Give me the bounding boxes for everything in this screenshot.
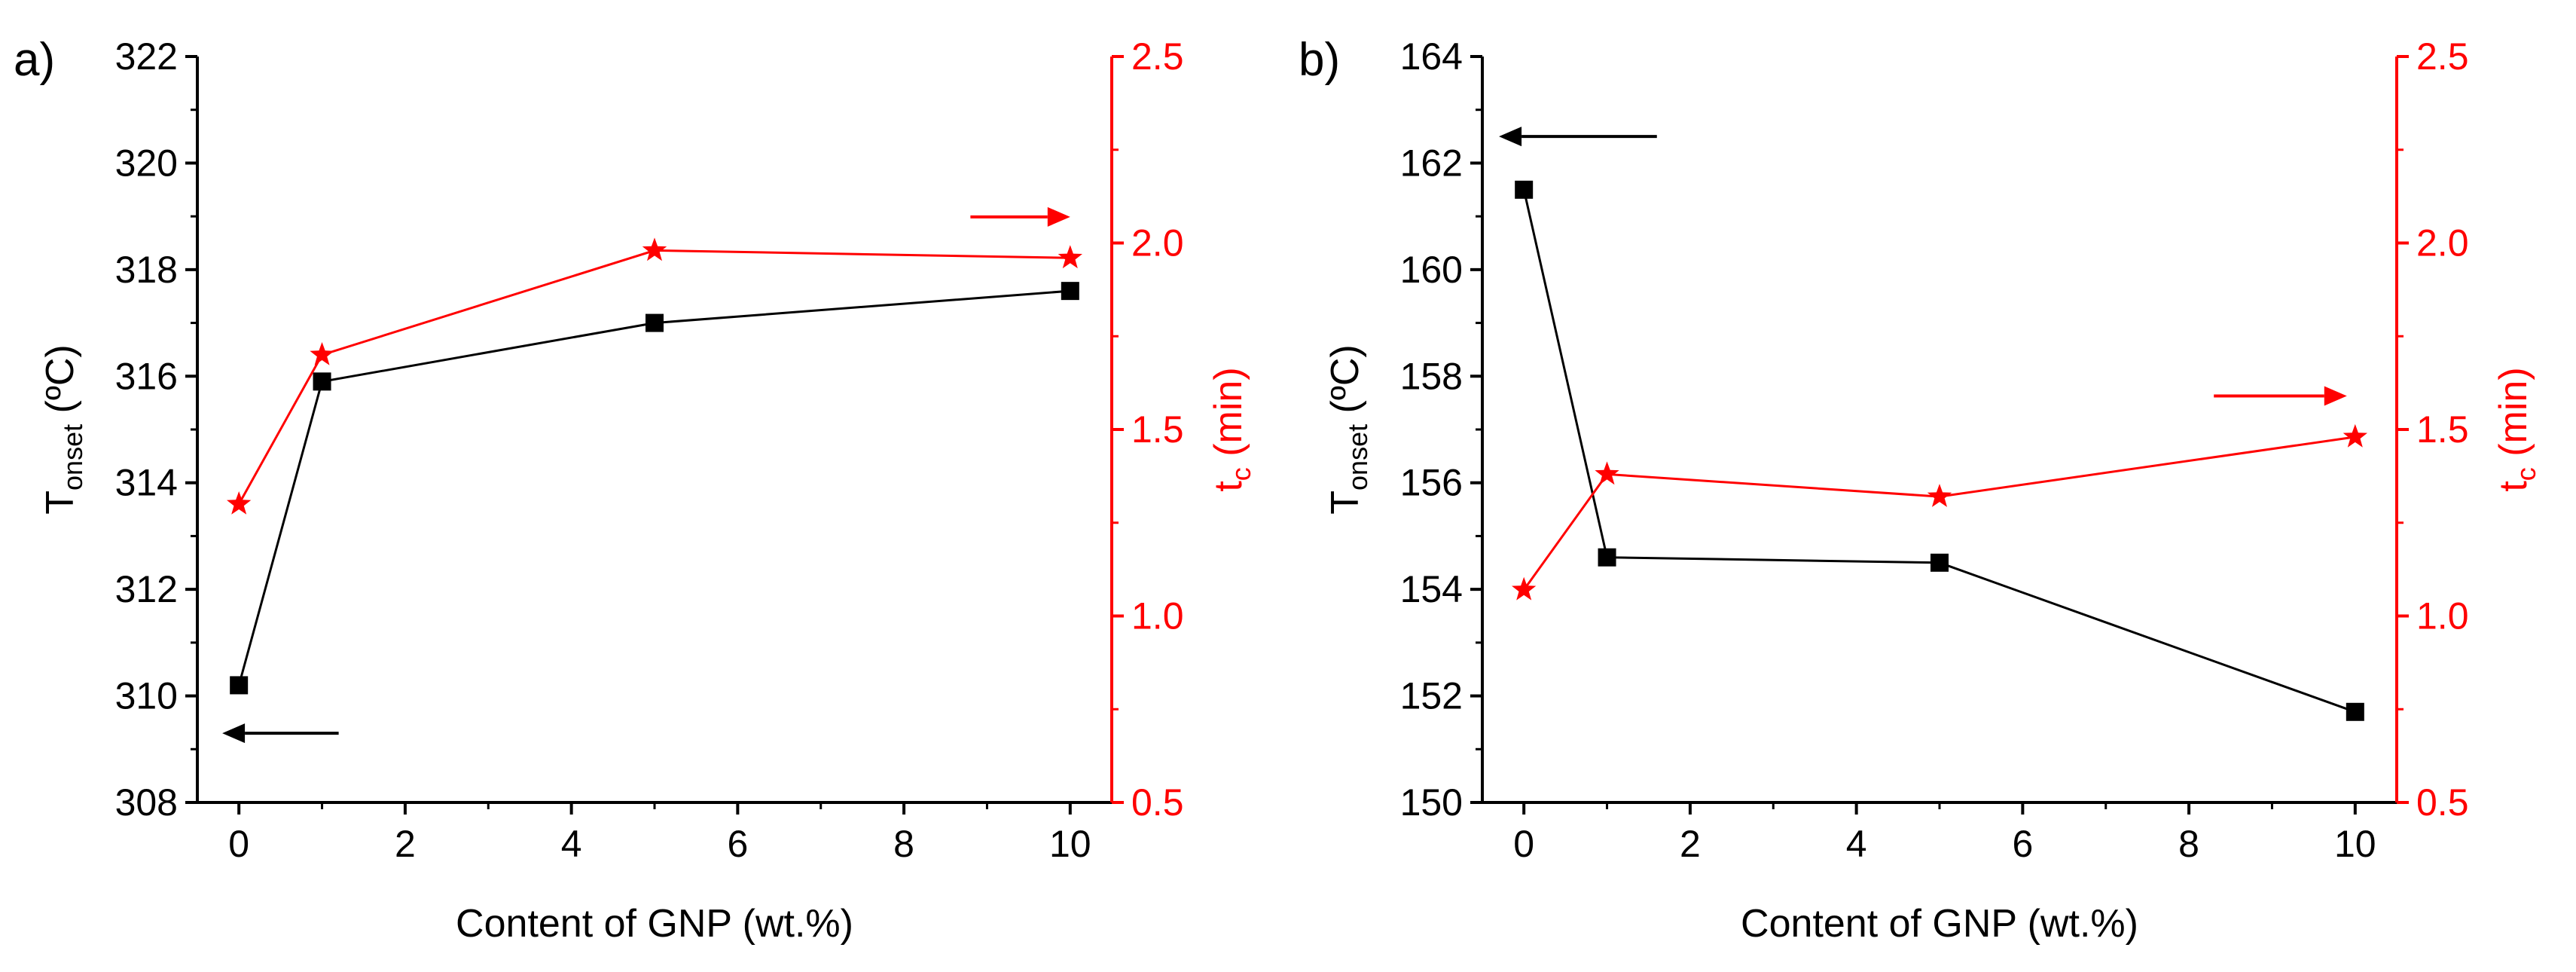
x-tick-label: 0: [1513, 823, 1534, 865]
x-tick-label: 6: [727, 823, 748, 865]
data-point-star: [310, 342, 334, 365]
left-y-tick-label: 310: [115, 675, 178, 717]
series-line-t-c: [237, 249, 1070, 505]
left-y-tick-label: 164: [1400, 35, 1463, 78]
left-y-tick-label: 154: [1400, 568, 1463, 610]
data-point-square: [1598, 548, 1616, 567]
left-y-axis-title: Tonset (ºC): [1323, 344, 1373, 514]
data-point-square: [1930, 553, 1949, 572]
right-y-axis-title-main: t: [2492, 481, 2535, 492]
data-point-square: [313, 372, 331, 391]
left-y-axis-title-main: T: [1323, 491, 1367, 515]
x-tick-label: 6: [2012, 823, 2033, 865]
right-y-tick-label: 2.0: [2416, 222, 2469, 264]
series-line-t-onset: [1522, 189, 2356, 714]
right-y-tick-label: 0.5: [2416, 781, 2469, 824]
panel-label: b): [1299, 34, 1340, 86]
right-y-tick-label: 2.0: [1131, 222, 1184, 264]
panel-b: 0 2 4 6 8 10 150 152 154 156 158 160 162 164 0.5 1.0 1.5…: [1299, 34, 2541, 946]
right-y-tick-label: 1.0: [2416, 595, 2469, 637]
left-y-axis-title-sub: onset: [57, 424, 88, 491]
x-tick-label: 0: [228, 823, 249, 865]
left-y-tick-label: 162: [1400, 142, 1463, 184]
data-point-star: [1512, 576, 1537, 601]
series-line-t-onset: [237, 289, 1070, 686]
right-y-axis-title-rest: (min): [2492, 367, 2535, 467]
left-y-tick-label: 318: [115, 249, 178, 291]
left-y-tick-label: 320: [115, 142, 178, 184]
x-tick-label: 2: [1680, 823, 1701, 865]
data-point-square: [646, 313, 664, 332]
left-axis-indicator-arrow: [1499, 127, 1657, 147]
right-y-tick-label: 0.5: [1131, 781, 1184, 824]
left-y-tick-label: 152: [1400, 675, 1463, 717]
data-point-square: [230, 676, 249, 695]
right-y-tick-label: 2.5: [2416, 35, 2469, 78]
data-point-star: [1595, 461, 1619, 485]
data-point-star: [2343, 423, 2367, 448]
data-point-square: [2346, 702, 2364, 721]
left-y-tick-label: 156: [1400, 462, 1463, 504]
right-y-axis-title-main: t: [1207, 481, 1250, 492]
left-y-axis-title-rest: (ºC): [38, 344, 82, 424]
right-axis-indicator-arrow: [970, 206, 1070, 227]
x-axis-title: Content of GNP (wt.%): [1741, 902, 2138, 946]
data-point-square: [1061, 282, 1079, 301]
data-point-star: [1058, 245, 1082, 269]
left-y-axis-title-main: T: [38, 491, 82, 515]
panel-a: 0 2 4 6 8 10 308 310 312 314 316 318 320 322 0.5 1.0 1.5…: [14, 34, 1256, 946]
right-y-axis-title: tc (min): [1207, 367, 1256, 491]
data-point-star: [1927, 484, 1952, 507]
right-y-axis-title-rest: (min): [1207, 367, 1250, 467]
x-tick-label: 10: [1049, 823, 1091, 865]
right-axis-indicator-arrow-head: [1047, 206, 1070, 227]
data-point-star: [227, 491, 252, 515]
data-point-star: [642, 237, 667, 261]
left-y-axis-title: Tonset (ºC): [38, 344, 88, 514]
right-y-axis-title: tc (min): [2492, 367, 2541, 491]
right-y-tick-label: 1.0: [1131, 595, 1184, 637]
left-y-tick-label: 314: [115, 462, 178, 504]
left-y-axis-title-sub: onset: [1342, 424, 1373, 491]
series-line-t-c: [1522, 436, 2356, 591]
left-y-tick-label: 322: [115, 35, 178, 78]
left-y-tick-label: 316: [115, 355, 178, 397]
right-y-axis-title-sub: c: [1225, 467, 1256, 481]
left-y-tick-label: 160: [1400, 249, 1463, 291]
x-tick-label: 10: [2334, 823, 2376, 865]
x-tick-label: 8: [2178, 823, 2199, 865]
left-y-tick-label: 150: [1400, 781, 1463, 824]
right-y-tick-label: 1.5: [2416, 408, 2469, 451]
left-y-axis-title-rest: (ºC): [1323, 344, 1367, 424]
right-y-tick-label: 2.5: [1131, 35, 1184, 78]
left-y-tick-label: 312: [115, 568, 178, 610]
left-y-tick-label: 158: [1400, 355, 1463, 397]
x-tick-label: 4: [1846, 823, 1867, 865]
panel-label: a): [14, 34, 55, 86]
right-axis-indicator-arrow: [2214, 386, 2347, 406]
data-point-square: [1515, 180, 1534, 199]
left-y-tick-label: 308: [115, 781, 178, 824]
left-axis-indicator-arrow: [222, 723, 339, 744]
x-tick-label: 2: [395, 823, 416, 865]
right-y-axis-title-sub: c: [2510, 467, 2541, 481]
x-tick-label: 4: [561, 823, 582, 865]
left-axis-indicator-arrow-head: [1499, 127, 1522, 147]
x-tick-label: 8: [893, 823, 914, 865]
right-y-tick-label: 1.5: [1131, 408, 1184, 451]
right-axis-indicator-arrow-head: [2324, 386, 2347, 406]
left-axis-indicator-arrow-head: [222, 723, 246, 744]
x-axis-title: Content of GNP (wt.%): [456, 902, 853, 946]
